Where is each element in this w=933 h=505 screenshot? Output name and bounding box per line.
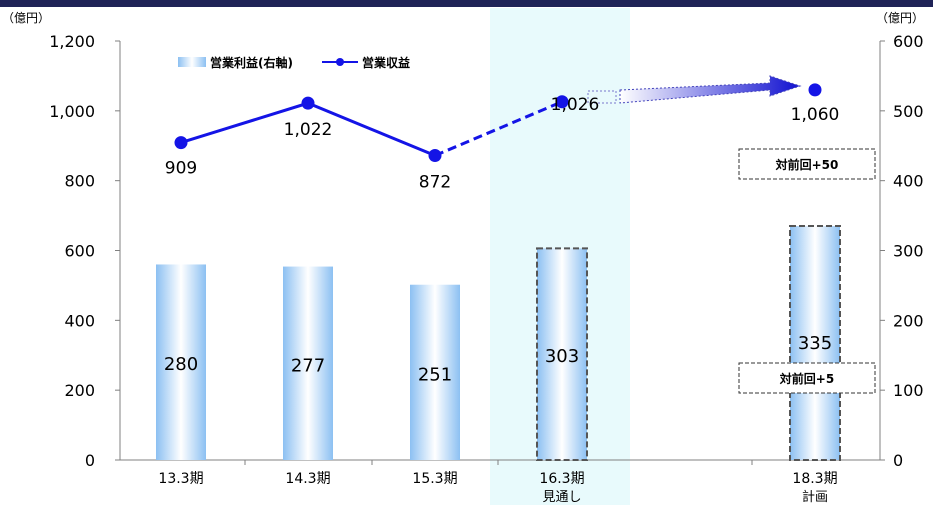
bar-value-label: 280 — [164, 354, 198, 375]
top-banner-bar — [0, 0, 933, 7]
revenue-value-label: 1,022 — [284, 120, 333, 140]
revenue-point-16.3期 — [555, 95, 569, 109]
bar-14.3期 — [283, 266, 333, 460]
bar-13.3期 — [156, 264, 206, 460]
revenue-value-label: 872 — [419, 173, 451, 193]
revenue-delta-text: 対前回+50 — [775, 157, 839, 172]
right-tick-label: 200 — [893, 311, 924, 330]
legend-bar-swatch — [178, 57, 206, 67]
bar-value-label: 335 — [798, 333, 832, 354]
bar-18.3期 — [789, 225, 841, 461]
bar-value-label: 303 — [545, 346, 579, 367]
revenue-point-13.3期 — [174, 136, 188, 150]
x-category-label: 14.3期 — [285, 471, 330, 487]
right-tick-label: 0 — [893, 451, 903, 470]
revenue-point-14.3期 — [301, 96, 315, 110]
bar-16.3期 — [536, 247, 588, 461]
left-tick-label: 600 — [64, 242, 95, 261]
plan-arrow — [619, 75, 802, 104]
x-category-label: 15.3期 — [412, 471, 457, 487]
right-tick-label: 300 — [893, 242, 924, 261]
x-category-label: 16.3期 — [539, 471, 584, 487]
revenue-point-15.3期 — [428, 149, 442, 163]
left-tick-label: 400 — [64, 311, 95, 330]
right-axis-unit: （億円） — [876, 11, 925, 25]
bar-15.3期 — [410, 284, 460, 460]
legend-line-marker — [336, 58, 344, 66]
revenue-line-forecast — [434, 100, 563, 157]
revenue-point-18.3期 — [808, 83, 822, 97]
left-tick-label: 200 — [64, 381, 95, 400]
x-category-sublabel: 見通し — [542, 490, 581, 505]
right-tick-label: 600 — [893, 32, 924, 51]
left-tick-label: 0 — [85, 451, 95, 470]
right-tick-label: 400 — [893, 172, 924, 191]
legend-line-label: 営業収益 — [362, 55, 410, 70]
profit-delta-box — [738, 362, 876, 394]
left-tick-label: 1,200 — [49, 32, 95, 51]
legend-bar-label: 営業利益(右軸) — [210, 55, 293, 70]
revenue-delta-box — [738, 148, 876, 180]
revenue-value-label: 909 — [165, 159, 197, 179]
bar-value-label: 277 — [291, 355, 325, 376]
profit-delta-text: 対前回+5 — [779, 371, 834, 386]
x-category-label: 18.3期 — [792, 471, 837, 487]
arrow-tail-dots — [587, 90, 617, 104]
revenue-value-label: 1,026 — [551, 95, 600, 115]
left-tick-label: 1,000 — [49, 102, 95, 121]
right-tick-label: 100 — [893, 381, 924, 400]
left-axis-unit: （億円） — [2, 11, 51, 25]
revenue-value-label: 1,060 — [791, 105, 840, 125]
x-category-sublabel: 計画 — [802, 489, 828, 505]
x-category-label: 13.3期 — [158, 471, 203, 487]
left-tick-label: 800 — [64, 172, 95, 191]
bar-value-label: 251 — [418, 364, 452, 385]
right-tick-label: 500 — [893, 102, 924, 121]
